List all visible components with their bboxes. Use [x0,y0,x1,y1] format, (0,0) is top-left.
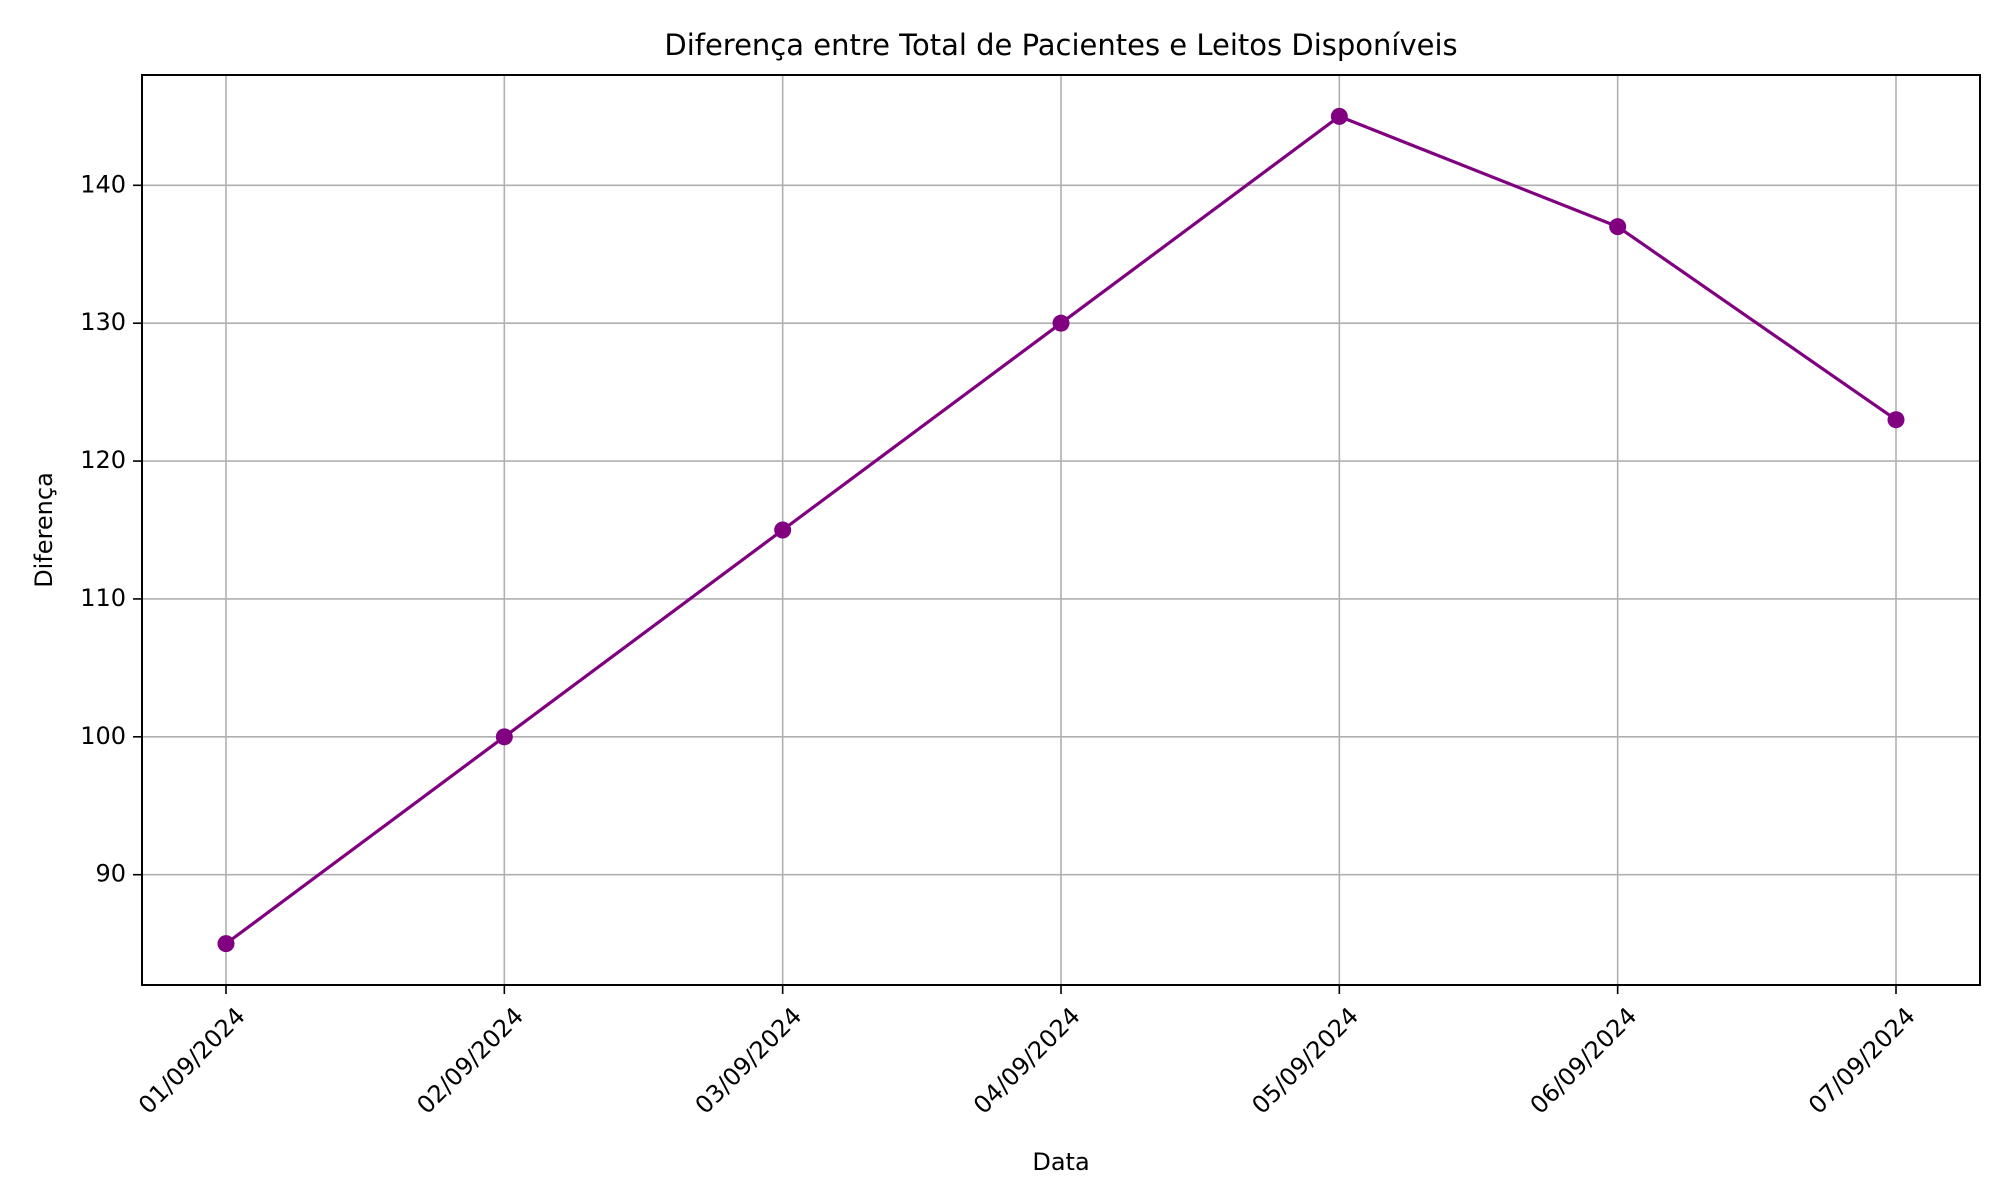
x-tick-label: 04/09/2024 [968,1002,1086,1120]
ticks: 01/09/2024 02/09/2024 03/09/2024 04/09/2024… [80,170,1920,1119]
x-axis-label: Data [1032,1148,1089,1176]
chart-title: Diferença entre Total de Pacientes e Lei… [664,28,1457,62]
x-tick-label: 06/09/2024 [1525,1002,1643,1120]
data-point [1330,107,1348,125]
x-tick-label: 07/09/2024 [1803,1002,1921,1120]
data-point [1887,411,1905,429]
y-axis-label: Diferença [30,472,58,588]
y-tick-label: 140 [80,170,126,198]
data-point [217,935,235,953]
y-tick-label: 130 [80,308,126,336]
data-point [1609,218,1627,236]
y-tick-label: 100 [80,722,126,750]
x-tick-label: 01/09/2024 [133,1002,251,1120]
y-tick-label: 110 [80,584,126,612]
y-tick-label: 120 [80,446,126,474]
data-point [774,521,792,539]
data-point [495,728,513,746]
y-tick-label: 90 [95,860,126,888]
series [217,107,1905,953]
x-tick-label: 03/09/2024 [690,1002,808,1120]
x-tick-label: 02/09/2024 [411,1002,529,1120]
data-point [1052,314,1070,332]
x-tick-label: 05/09/2024 [1246,1002,1364,1120]
grid [142,75,1980,985]
